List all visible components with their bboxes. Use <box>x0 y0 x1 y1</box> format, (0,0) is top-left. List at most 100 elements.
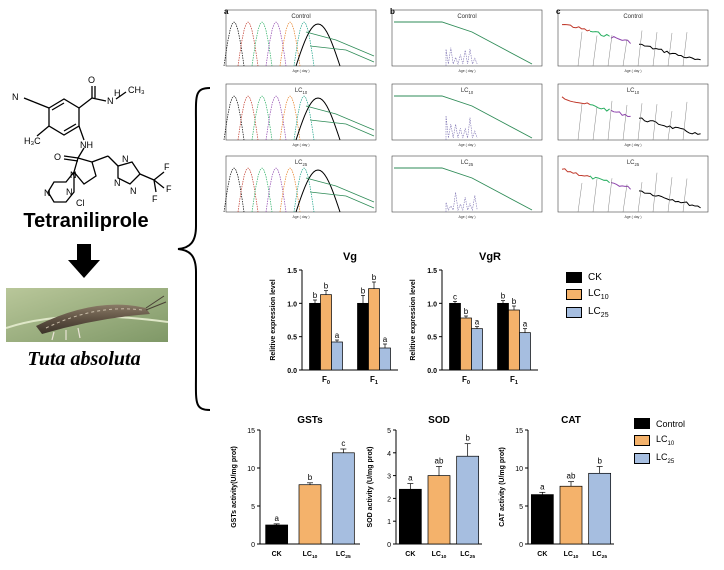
bar <box>331 341 343 371</box>
legend-item-control: Control <box>634 418 720 429</box>
svg-text:N: N <box>122 154 129 164</box>
life-expectancy-curve <box>610 182 631 190</box>
stage-curve <box>279 21 301 67</box>
life-table-panel: LC25 Age ( day ) <box>223 155 377 219</box>
y-axis-label: Relitive expression level <box>270 279 277 360</box>
legend-item-lc25: LC25 <box>566 306 646 319</box>
life-expectancy-curve <box>652 172 658 213</box>
down-arrow-icon <box>68 244 100 278</box>
life-expectancy-curve <box>667 32 673 67</box>
panel-frame <box>391 155 543 213</box>
panel-x-label: Age ( day ) <box>458 143 475 147</box>
life-expectancy-curve <box>638 190 701 209</box>
stage-curve <box>305 105 375 131</box>
legend-item-lc10: LC10 <box>566 288 646 301</box>
fecundity-curve <box>445 115 478 140</box>
stage-curve <box>223 95 245 141</box>
life-expectancy-curve <box>561 24 591 32</box>
stage-curve <box>237 167 259 213</box>
legend-label: Control <box>656 418 686 429</box>
svg-text:N: N <box>70 170 77 180</box>
svg-text:O: O <box>54 152 61 162</box>
svg-text:H: H <box>114 88 121 98</box>
life-expectancy-curve <box>607 178 613 213</box>
gsts-chart: GSTs GSTs activity(U/mg prot) 0 5 10 15 a CK b LC… <box>231 415 360 560</box>
bar <box>320 294 332 371</box>
legend-label: LC10 <box>588 288 609 301</box>
y-tick-label: 5 <box>519 504 523 511</box>
bar <box>368 288 380 371</box>
bar <box>427 475 451 545</box>
panel-x-label: Age ( day ) <box>292 69 309 73</box>
life-table-panel: LC10 Age ( day ) <box>557 83 709 147</box>
life-table-panel: LC10 Age ( day ) <box>391 83 543 147</box>
bar <box>460 317 472 371</box>
panel-frame <box>557 155 709 213</box>
life-table-panel: LC25 Age ( day ) <box>557 155 709 219</box>
life-expectancy-curve <box>622 104 628 141</box>
life-expectancy-curve <box>682 101 688 141</box>
stage-curve <box>223 167 245 213</box>
stage-curve <box>223 21 245 67</box>
life-expectancy-curve <box>610 109 631 117</box>
stage-curve <box>237 95 259 141</box>
stage-curve <box>305 31 375 57</box>
y-tick-label: 10 <box>247 466 255 473</box>
svg-text:O: O <box>88 75 95 85</box>
bar <box>298 484 322 545</box>
significance-letter: b <box>464 307 469 316</box>
x-tick-label: F1 <box>510 375 518 386</box>
significance-letter: a <box>523 320 528 329</box>
stage-curve <box>295 97 341 141</box>
bar <box>497 302 509 371</box>
bar <box>456 455 480 545</box>
life-expectancy-curve <box>592 106 598 141</box>
bar <box>357 302 369 371</box>
chart-title: VgR <box>479 251 501 263</box>
vgr-chart: VgR Relitive expression level 0.0 0.5 1.0 1.5… <box>410 251 538 386</box>
svg-text:N: N <box>44 188 51 198</box>
significance-letter: a <box>274 514 279 523</box>
legend-swatch <box>634 452 650 464</box>
fecundity-curve <box>445 47 478 66</box>
life-table-panel: Control Age ( day ) <box>391 9 543 73</box>
y-tick-label: 0 <box>519 542 523 549</box>
x-tick-label: LC10 <box>564 551 579 560</box>
life-table-grid: a b c Control Age ( day ) Control Age ( day ) C… <box>222 4 722 226</box>
stage-curve <box>293 95 315 141</box>
significance-letter: ab <box>435 456 444 465</box>
significance-letter: b <box>465 434 470 443</box>
y-tick-label: 1.5 <box>287 268 297 275</box>
y-tick-label: 15 <box>515 428 523 435</box>
life-expectancy-curve <box>610 36 631 44</box>
y-tick-label: 5 <box>251 504 255 511</box>
chart-title: SOD <box>428 415 450 426</box>
legend-swatch <box>566 272 582 283</box>
life-expectancy-curve <box>561 96 591 106</box>
y-tick-label: 0.5 <box>287 335 297 342</box>
legend-item-lc10: LC10 <box>634 434 720 447</box>
gene-legend: CK LC10 LC25 <box>566 272 646 319</box>
legend-label: LC25 <box>656 451 675 465</box>
bar <box>559 485 583 545</box>
life-expectancy-curve <box>667 177 673 213</box>
legend-label: LC10 <box>656 434 675 447</box>
significance-letter: a <box>383 335 388 344</box>
panel-frame <box>225 83 377 141</box>
y-tick-label: 1.5 <box>427 268 437 275</box>
bar <box>530 494 554 545</box>
enzyme-legend: Control LC10 LC25 <box>634 418 720 465</box>
y-tick-label: 0 <box>387 542 391 549</box>
stage-curve <box>237 21 259 67</box>
stage-curve <box>293 21 315 67</box>
life-expectancy-curve <box>561 168 591 178</box>
life-expectancy-curve <box>637 103 643 141</box>
stage-curve <box>251 21 273 67</box>
legend-swatch <box>634 434 650 446</box>
svg-text:NH: NH <box>80 140 93 150</box>
life-expectancy-curve <box>622 184 628 213</box>
compound-name: Tetraniliprole <box>23 210 149 232</box>
legend-swatch <box>566 307 582 318</box>
panel-frame <box>391 9 543 67</box>
